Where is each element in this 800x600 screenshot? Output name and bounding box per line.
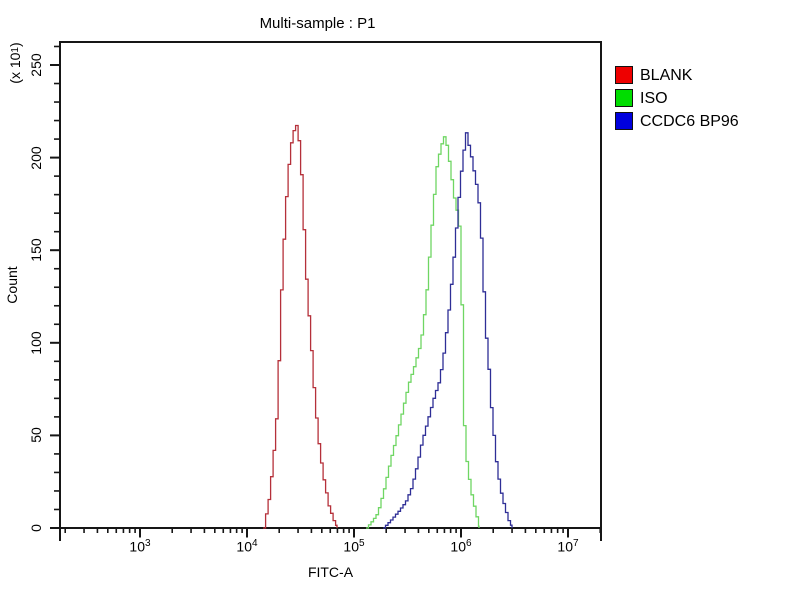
y-tick-label-0: 0 — [28, 524, 44, 532]
legend-swatch-icon — [615, 66, 633, 84]
x-tick-label-1e6: 106 — [450, 538, 472, 555]
x-tick-label-1e4: 104 — [236, 538, 258, 555]
legend-label: CCDC6 BP96 — [640, 112, 739, 130]
legend-swatch-icon — [615, 112, 633, 130]
x-tick-label-1e3: 103 — [129, 538, 151, 555]
legend-swatch-icon — [615, 89, 633, 107]
y-tick-label-100: 100 — [28, 331, 44, 355]
legend: BLANK ISO CCDC6 BP96 — [615, 66, 739, 135]
y-tick-label-50: 50 — [28, 427, 44, 444]
x-tick-label-1e5: 105 — [343, 538, 365, 555]
x-tick-label-1e7: 107 — [557, 538, 579, 555]
x-axis-label: FITC-A — [307, 564, 354, 580]
y-axis-label: Count — [4, 266, 20, 304]
curve-iso — [366, 136, 480, 529]
y-tick-label-150: 150 — [28, 238, 44, 262]
curve-blank — [263, 124, 338, 529]
curve-ccdc6-bp96 — [383, 132, 513, 529]
y-tick-label-200: 200 — [28, 145, 44, 170]
y-axis-multiplier-label: (x 10 1) — [7, 42, 23, 84]
legend-item-blank: BLANK — [615, 66, 739, 84]
chart-title: Multi-sample : P1 — [259, 15, 376, 32]
legend-item-ccdc6-bp96: CCDC6 BP96 — [615, 112, 739, 130]
y-tick-label-250: 250 — [28, 53, 44, 77]
legend-item-iso: ISO — [615, 89, 739, 107]
legend-label: BLANK — [640, 66, 693, 84]
legend-label: ISO — [640, 89, 668, 107]
